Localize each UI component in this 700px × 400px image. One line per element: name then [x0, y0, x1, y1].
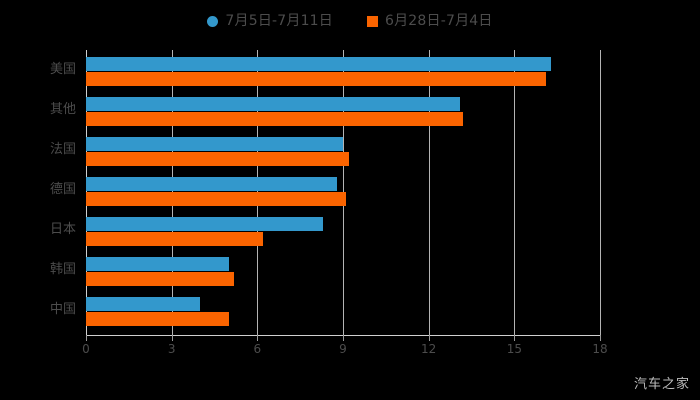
y-axis-label: 中国	[49, 302, 76, 317]
bar-group	[86, 170, 600, 210]
legend-circle-marker-icon	[207, 15, 219, 27]
bar[interactable]	[86, 297, 201, 311]
bar[interactable]	[86, 112, 463, 126]
x-axis-tick	[257, 335, 259, 341]
legend-item-series-1[interactable]: 6月28日-7月4日	[367, 14, 493, 28]
chart-legend: 7月5日-7月11日 6月28日-7月4日	[0, 8, 700, 34]
x-axis-tick-label: 0	[82, 342, 90, 356]
bar[interactable]	[86, 137, 343, 151]
x-axis-tick-label: 18	[592, 342, 608, 356]
bar[interactable]	[86, 312, 229, 326]
x-axis: 0 3 6 9 12 15 18	[82, 335, 608, 361]
x-axis-tick-label: 6	[253, 342, 262, 356]
legend-item-series-0[interactable]: 7月5日-7月11日	[207, 14, 333, 28]
x-axis-tick	[86, 335, 87, 341]
bar[interactable]	[86, 257, 229, 271]
y-axis-label: 日本	[49, 222, 76, 237]
y-axis-category-labels: 美国其他法国德国日本韩国中国	[0, 50, 76, 335]
gridline-18	[600, 50, 601, 335]
legend-label-series-0: 7月5日-7月11日	[225, 13, 333, 29]
x-axis-tick	[600, 335, 601, 341]
legend-label-series-1: 6月28日-7月4日	[385, 13, 493, 29]
x-axis-tick-label: 12	[421, 342, 437, 356]
y-axis-label: 其他	[49, 102, 76, 117]
bar-group	[86, 290, 600, 330]
x-axis-tick-label: 15	[506, 342, 522, 356]
legend-square-marker-icon	[367, 15, 378, 27]
bar[interactable]	[86, 272, 235, 286]
bar-group	[86, 130, 600, 170]
bar[interactable]	[86, 97, 461, 111]
bar[interactable]	[86, 217, 323, 231]
y-axis-label: 法国	[49, 142, 76, 157]
y-axis-label: 美国	[49, 62, 76, 77]
bar-group	[86, 90, 600, 130]
x-axis-tick	[171, 335, 173, 341]
bar-group	[86, 50, 600, 90]
x-axis-tick	[514, 335, 516, 341]
plot-area	[86, 50, 601, 335]
y-axis-label: 韩国	[49, 262, 76, 277]
bar[interactable]	[86, 72, 546, 86]
bar[interactable]	[86, 57, 552, 71]
gridline-15	[514, 50, 516, 335]
y-axis-label: 德国	[49, 182, 76, 197]
x-axis-tick	[343, 335, 344, 341]
bar[interactable]	[86, 192, 346, 206]
bar[interactable]	[86, 232, 264, 246]
bar-group	[86, 250, 600, 290]
x-axis-tick-label: 9	[339, 342, 347, 356]
bar-group	[86, 210, 600, 250]
gridline-12	[428, 50, 430, 335]
watermark: 汽车之家	[633, 377, 690, 392]
x-axis-tick-label: 3	[167, 342, 176, 356]
bar[interactable]	[86, 152, 349, 166]
bar[interactable]	[86, 177, 338, 191]
x-axis-tick	[428, 335, 430, 341]
